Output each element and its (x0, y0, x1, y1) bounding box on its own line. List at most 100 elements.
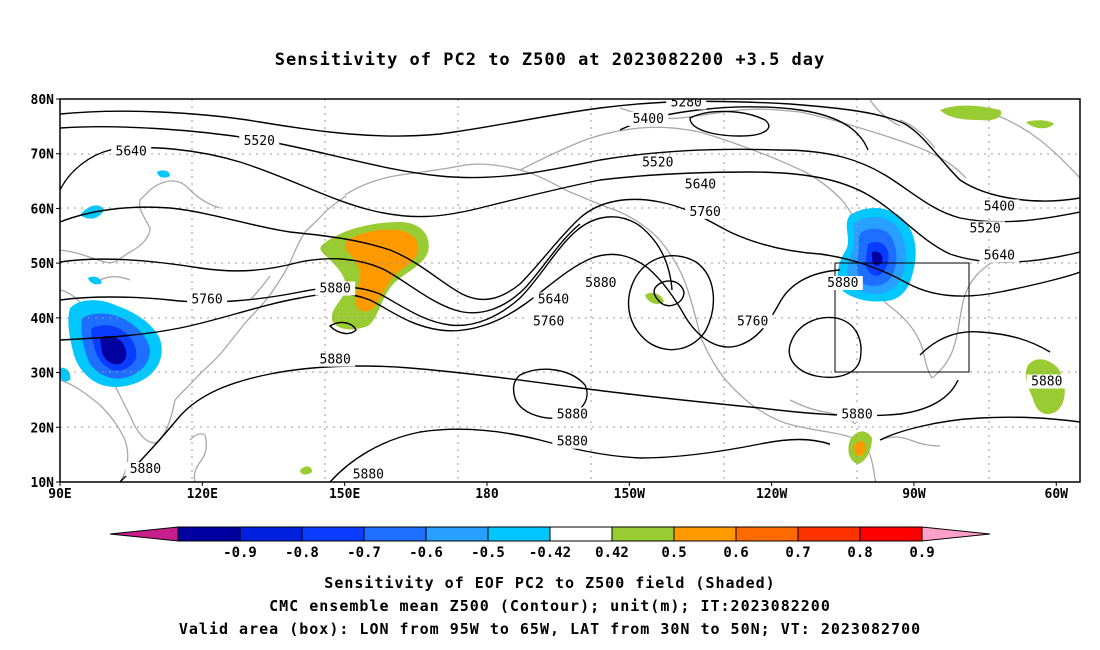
contour-label: 5520 (642, 156, 673, 171)
valid-area-box (834, 262, 970, 373)
contour-label: 5880 (320, 353, 351, 368)
contour-label-bg (315, 281, 356, 296)
contour-label: 5520 (244, 134, 275, 149)
contour-label-bg (239, 133, 280, 148)
colorbar-end-left (109, 526, 179, 542)
colorbar-label: 0.7 (785, 545, 810, 561)
colorbar-swatch (611, 526, 675, 542)
lon-tick-label: 90W (902, 487, 926, 502)
chart-title: Sensitivity of PC2 to Z500 at 2023082200… (274, 50, 826, 70)
contour-label-bg (552, 434, 593, 449)
contour-label-bg (732, 314, 773, 329)
coastlines (60, 99, 1080, 482)
lon-tick-label: 180 (475, 487, 499, 502)
contour-label: 5880 (557, 407, 588, 422)
contour-label: 5520 (969, 221, 1000, 236)
contour-5640-2 (60, 223, 581, 314)
lon-tick-label: 150W (614, 487, 645, 502)
lat-tick-label: 20N (31, 421, 55, 436)
colorbar-label: -0.7 (347, 545, 381, 561)
contour-label-bg (125, 462, 166, 477)
caption-line-3: Valid area (box): LON from 95W to 65W, L… (178, 620, 922, 638)
colorbar-label: 0.6 (723, 545, 748, 561)
colorbar-swatch (301, 526, 365, 542)
contour-5880-america (788, 316, 862, 378)
contour-5760-cutoff (627, 254, 715, 351)
contour-5880-small (328, 321, 357, 335)
contour-label: 5760 (737, 314, 768, 329)
lat-tick-label: 50N (31, 257, 55, 272)
lat-tick-label: 30N (31, 367, 55, 382)
colorbar-swatch (363, 526, 427, 542)
contour-label: 5640 (116, 145, 147, 160)
contour-label: 5880 (585, 276, 616, 291)
contour-label-bg (979, 199, 1020, 214)
graticule (60, 99, 1080, 482)
contour-label: 5760 (690, 205, 721, 220)
colorbar-swatch (673, 526, 737, 542)
contour-label-bg (187, 292, 228, 307)
contour-label-bg (979, 248, 1020, 263)
caption-line-1: Sensitivity of EOF PC2 to Z500 field (Sh… (324, 574, 776, 592)
contour-label: 5400 (633, 112, 664, 127)
colorbar-label: 0.5 (661, 545, 686, 561)
contour-label-bg (628, 111, 669, 126)
contour-label: 5280 (671, 95, 702, 110)
contour-label-bg (822, 276, 863, 291)
colorbar-label: -0.8 (285, 545, 319, 561)
lon-tick-label: 120W (756, 487, 787, 502)
lon-tick-label: 150E (329, 487, 360, 502)
contour-label: 5880 (320, 282, 351, 297)
colorbar-swatch (549, 526, 613, 542)
lon-tick-label: 120E (187, 487, 218, 502)
colorbar-label: 0.9 (909, 545, 934, 561)
lat-tick-label: 60N (31, 202, 55, 217)
lat-tick-label: 70N (31, 148, 55, 163)
colorbar-swatch (735, 526, 799, 542)
contour-label: 5880 (130, 462, 161, 477)
contour-label: 5880 (827, 276, 858, 291)
contour-label-bg (580, 276, 621, 291)
contour-5400 (60, 100, 1080, 202)
contour-5760-low (653, 280, 685, 307)
contour-labels: 5280 5400 5520 5640 5520 5640 5760 5400 5520 5640… (111, 95, 1067, 483)
colorbar-swatch (487, 526, 551, 542)
colorbar-label: 0.8 (847, 545, 872, 561)
contour-label-bg (680, 177, 721, 192)
contour-label: 5400 (984, 199, 1015, 214)
colorbar-swatch (425, 526, 489, 542)
contour-5880-asia (60, 253, 841, 348)
contour-label-bg (1026, 374, 1067, 389)
contour-label-bg (348, 467, 389, 482)
contour-label: 5640 (984, 249, 1015, 264)
colorbar-label: 0.42 (595, 545, 629, 561)
sensitivity-shading (60, 105, 1065, 475)
lon-tick-label: 90E (48, 487, 71, 502)
contour-label: 5760 (191, 292, 222, 307)
contour-label-bg (685, 204, 726, 219)
contour-label: 5880 (353, 468, 384, 483)
lat-tick-label: 80N (31, 93, 55, 108)
contour-label: 5640 (685, 178, 716, 193)
colorbar-swatch (859, 526, 923, 542)
contour-label: 5880 (557, 435, 588, 450)
contour-label-bg (666, 99, 707, 110)
contour-label-bg (315, 352, 356, 367)
map-border (59, 98, 1081, 483)
colorbar-label: -0.5 (471, 545, 505, 561)
contour-5760-north (60, 198, 1080, 301)
colorbar-label: -0.42 (529, 545, 571, 561)
caption-line-2: CMC ensemble mean Z500 (Contour); unit(m… (269, 597, 831, 615)
contour-label-bg (111, 144, 152, 159)
colorbar-swatch (239, 526, 303, 542)
contour-label: 5760 (533, 314, 564, 329)
contour-label-bg (533, 292, 574, 307)
colorbar-swatch (177, 526, 241, 542)
contour-label-bg (637, 155, 678, 170)
contour-label-bg (552, 407, 593, 422)
colorbar-swatch (797, 526, 861, 542)
lat-tick-label: 10N (31, 476, 55, 491)
colorbar-label: -0.6 (409, 545, 443, 561)
